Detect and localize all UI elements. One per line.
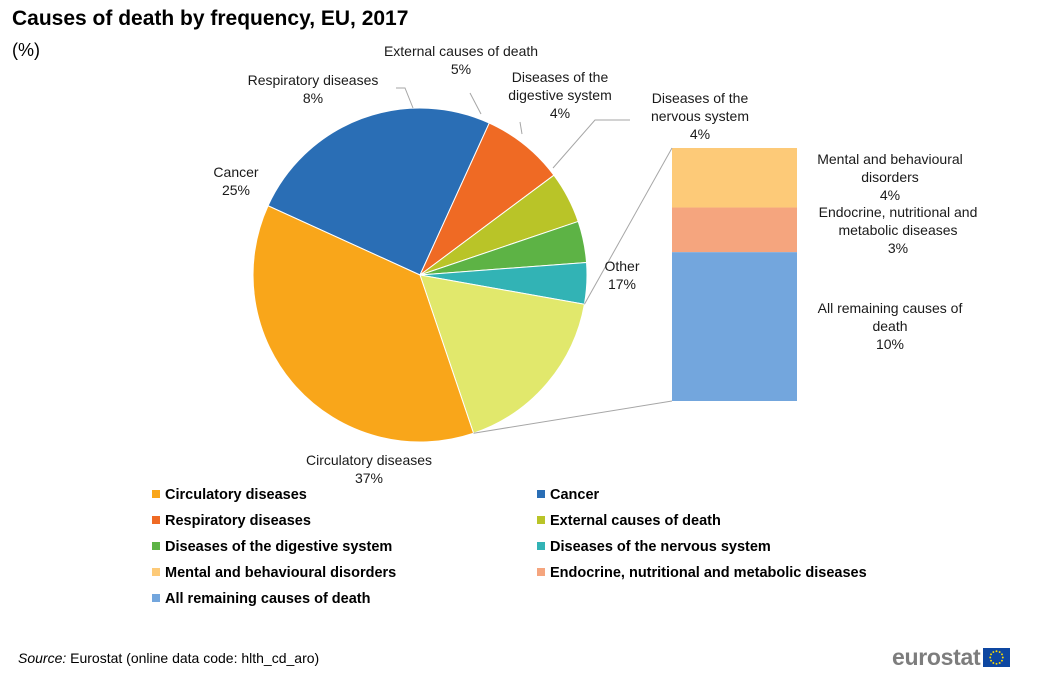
slice-label-line: digestive system: [508, 87, 611, 103]
slice-label-all-remaining-causes-of-death: All remaining causes of death 10%: [818, 300, 963, 352]
legend-label: All remaining causes of death: [165, 591, 371, 607]
chart-title: Causes of death by frequency, EU, 2017: [12, 7, 409, 30]
bar-segment-all-remaining-causes-of-death: [672, 252, 797, 401]
slice-label-line: nervous system: [651, 108, 749, 124]
source-label: Source:: [18, 650, 67, 666]
slice-label-line: Circulatory diseases: [306, 452, 432, 468]
chart-subtitle: (%): [12, 40, 40, 60]
slice-label-line: Respiratory diseases: [248, 72, 379, 88]
legend-label: External causes of death: [550, 513, 721, 529]
legend-swatch: [537, 490, 545, 498]
slice-label-line: Diseases of the: [512, 69, 609, 85]
legend-item-external-causes-of-death: External causes of death: [537, 513, 721, 529]
pie-slice-cancer: [267, 107, 490, 276]
legend-item-respiratory-diseases: Respiratory diseases: [152, 513, 311, 529]
legend-label: Diseases of the nervous system: [550, 539, 771, 555]
eu-flag-icon: [983, 647, 1011, 667]
leader-line-diseases-of-the-digestive-system: [519, 121, 523, 135]
slice-label-line: death: [872, 318, 907, 334]
legend-item-circulatory-diseases: Circulatory diseases: [152, 487, 307, 503]
slice-label-line: 17%: [608, 276, 636, 292]
legend-item-mental-and-behavioural-disorders: Mental and behavioural disorders: [152, 565, 396, 581]
slice-label-line: 8%: [303, 90, 323, 106]
legend-swatch: [537, 542, 545, 550]
legend-label: Circulatory diseases: [165, 487, 307, 503]
legend-swatch: [152, 568, 160, 576]
legend-item-all-remaining-causes-of-death: All remaining causes of death: [152, 591, 370, 607]
eurostat-logo: eurostat: [892, 643, 1011, 670]
slice-label-line: 4%: [550, 105, 570, 121]
legend-label: Mental and behavioural disorders: [165, 565, 397, 581]
slice-label-line: 25%: [222, 182, 250, 198]
flag-star: [999, 661, 1001, 664]
legend-swatch: [152, 516, 160, 524]
legend-swatch: [152, 490, 160, 498]
slice-label-line: Endocrine, nutritional and: [819, 204, 978, 220]
bar-segment-mental-and-behavioural-disorders: [672, 148, 797, 208]
slice-label-line: Other: [604, 258, 639, 274]
slice-label-respiratory-diseases: Respiratory diseases 8%: [248, 72, 379, 106]
connector-line-top: [583, 147, 673, 305]
flag-star: [999, 650, 1001, 653]
slice-label-other: Other 17%: [604, 258, 639, 292]
slice-label-line: Cancer: [213, 164, 258, 180]
leader-line-diseases-of-the-nervous-system: [552, 119, 630, 169]
slice-label-line: Diseases of the: [652, 90, 749, 106]
connector-line-bottom: [473, 400, 673, 434]
flag-star: [989, 656, 992, 658]
flag-star: [992, 661, 995, 664]
leader-line-external-causes-of-death: [469, 92, 482, 115]
slice-label-line: 4%: [880, 187, 900, 203]
flag-star: [1001, 659, 1004, 662]
slice-label-line: External causes of death: [384, 43, 538, 59]
slice-label-endocrine-nutritional-and-metabolic-diseases: Endocrine, nutritional and metabolic dise…: [819, 204, 978, 256]
legend-item-cancer: Cancer: [537, 487, 599, 503]
slice-label-line: 37%: [355, 470, 383, 486]
slice-label-line: 4%: [690, 126, 710, 142]
legend-label: Endocrine, nutritional and metabolic dis…: [550, 565, 867, 581]
legend-swatch: [537, 568, 545, 576]
pie-slice-other: [419, 274, 585, 434]
legend-item-diseases-of-the-nervous-system: Diseases of the nervous system: [537, 539, 771, 555]
bar-segment-endocrine-nutritional-and-metabolic-diseases: [672, 207, 797, 253]
flag-star: [995, 649, 998, 652]
slice-label-line: metabolic diseases: [838, 222, 957, 238]
breakdown-bar: [672, 148, 797, 401]
slice-label-line: 10%: [876, 336, 904, 352]
legend-label: Diseases of the digestive system: [165, 539, 393, 555]
legend-label: Respiratory diseases: [165, 513, 311, 529]
flag-star: [990, 652, 993, 655]
legend-item-diseases-of-the-digestive-system: Diseases of the digestive system: [152, 539, 392, 555]
pie: [252, 107, 588, 443]
leader-line-respiratory-diseases: [396, 87, 414, 109]
slice-label-line: 3%: [888, 240, 908, 256]
slice-label-line: 5%: [451, 61, 471, 77]
leader-lines: [396, 87, 673, 434]
legend-swatch: [152, 542, 160, 550]
flag-star: [992, 650, 995, 653]
flag-star: [1002, 656, 1005, 658]
slice-label-diseases-of-the-digestive-system: Diseases of the digestive system 4%: [508, 69, 611, 121]
source-note: Source: Eurostat (online data code: hlth…: [18, 650, 319, 666]
slice-labels: Cancer 25% Respiratory diseases 8% External …: [213, 43, 977, 486]
slice-label-circulatory-diseases: Circulatory diseases 37%: [306, 452, 432, 486]
source-text: Eurostat (online data code: hlth_cd_aro): [66, 650, 320, 666]
flag-star: [995, 662, 998, 665]
legend-item-endocrine-nutritional-and-metabolic-diseases: Endocrine, nutritional and metabolic dis…: [537, 565, 867, 581]
legend-label: Cancer: [550, 487, 600, 503]
flag-star: [1001, 652, 1004, 655]
slice-label-cancer: Cancer 25%: [213, 164, 258, 198]
pie-slice-circulatory-diseases: [252, 205, 475, 443]
logo-text: eurostat: [892, 643, 981, 670]
legend-swatch: [152, 594, 160, 602]
slice-label-line: Mental and behavioural: [817, 151, 963, 167]
slice-label-line: disorders: [861, 169, 919, 185]
slice-label-mental-and-behavioural-disorders: Mental and behavioural disorders 4%: [817, 151, 963, 203]
slice-label-external-causes-of-death: External causes of death 5%: [384, 43, 538, 77]
flag-star: [990, 659, 993, 662]
slice-label-diseases-of-the-nervous-system: Diseases of the nervous system 4%: [651, 90, 749, 142]
legend-swatch: [537, 516, 545, 524]
slice-label-line: All remaining causes of: [818, 300, 963, 316]
